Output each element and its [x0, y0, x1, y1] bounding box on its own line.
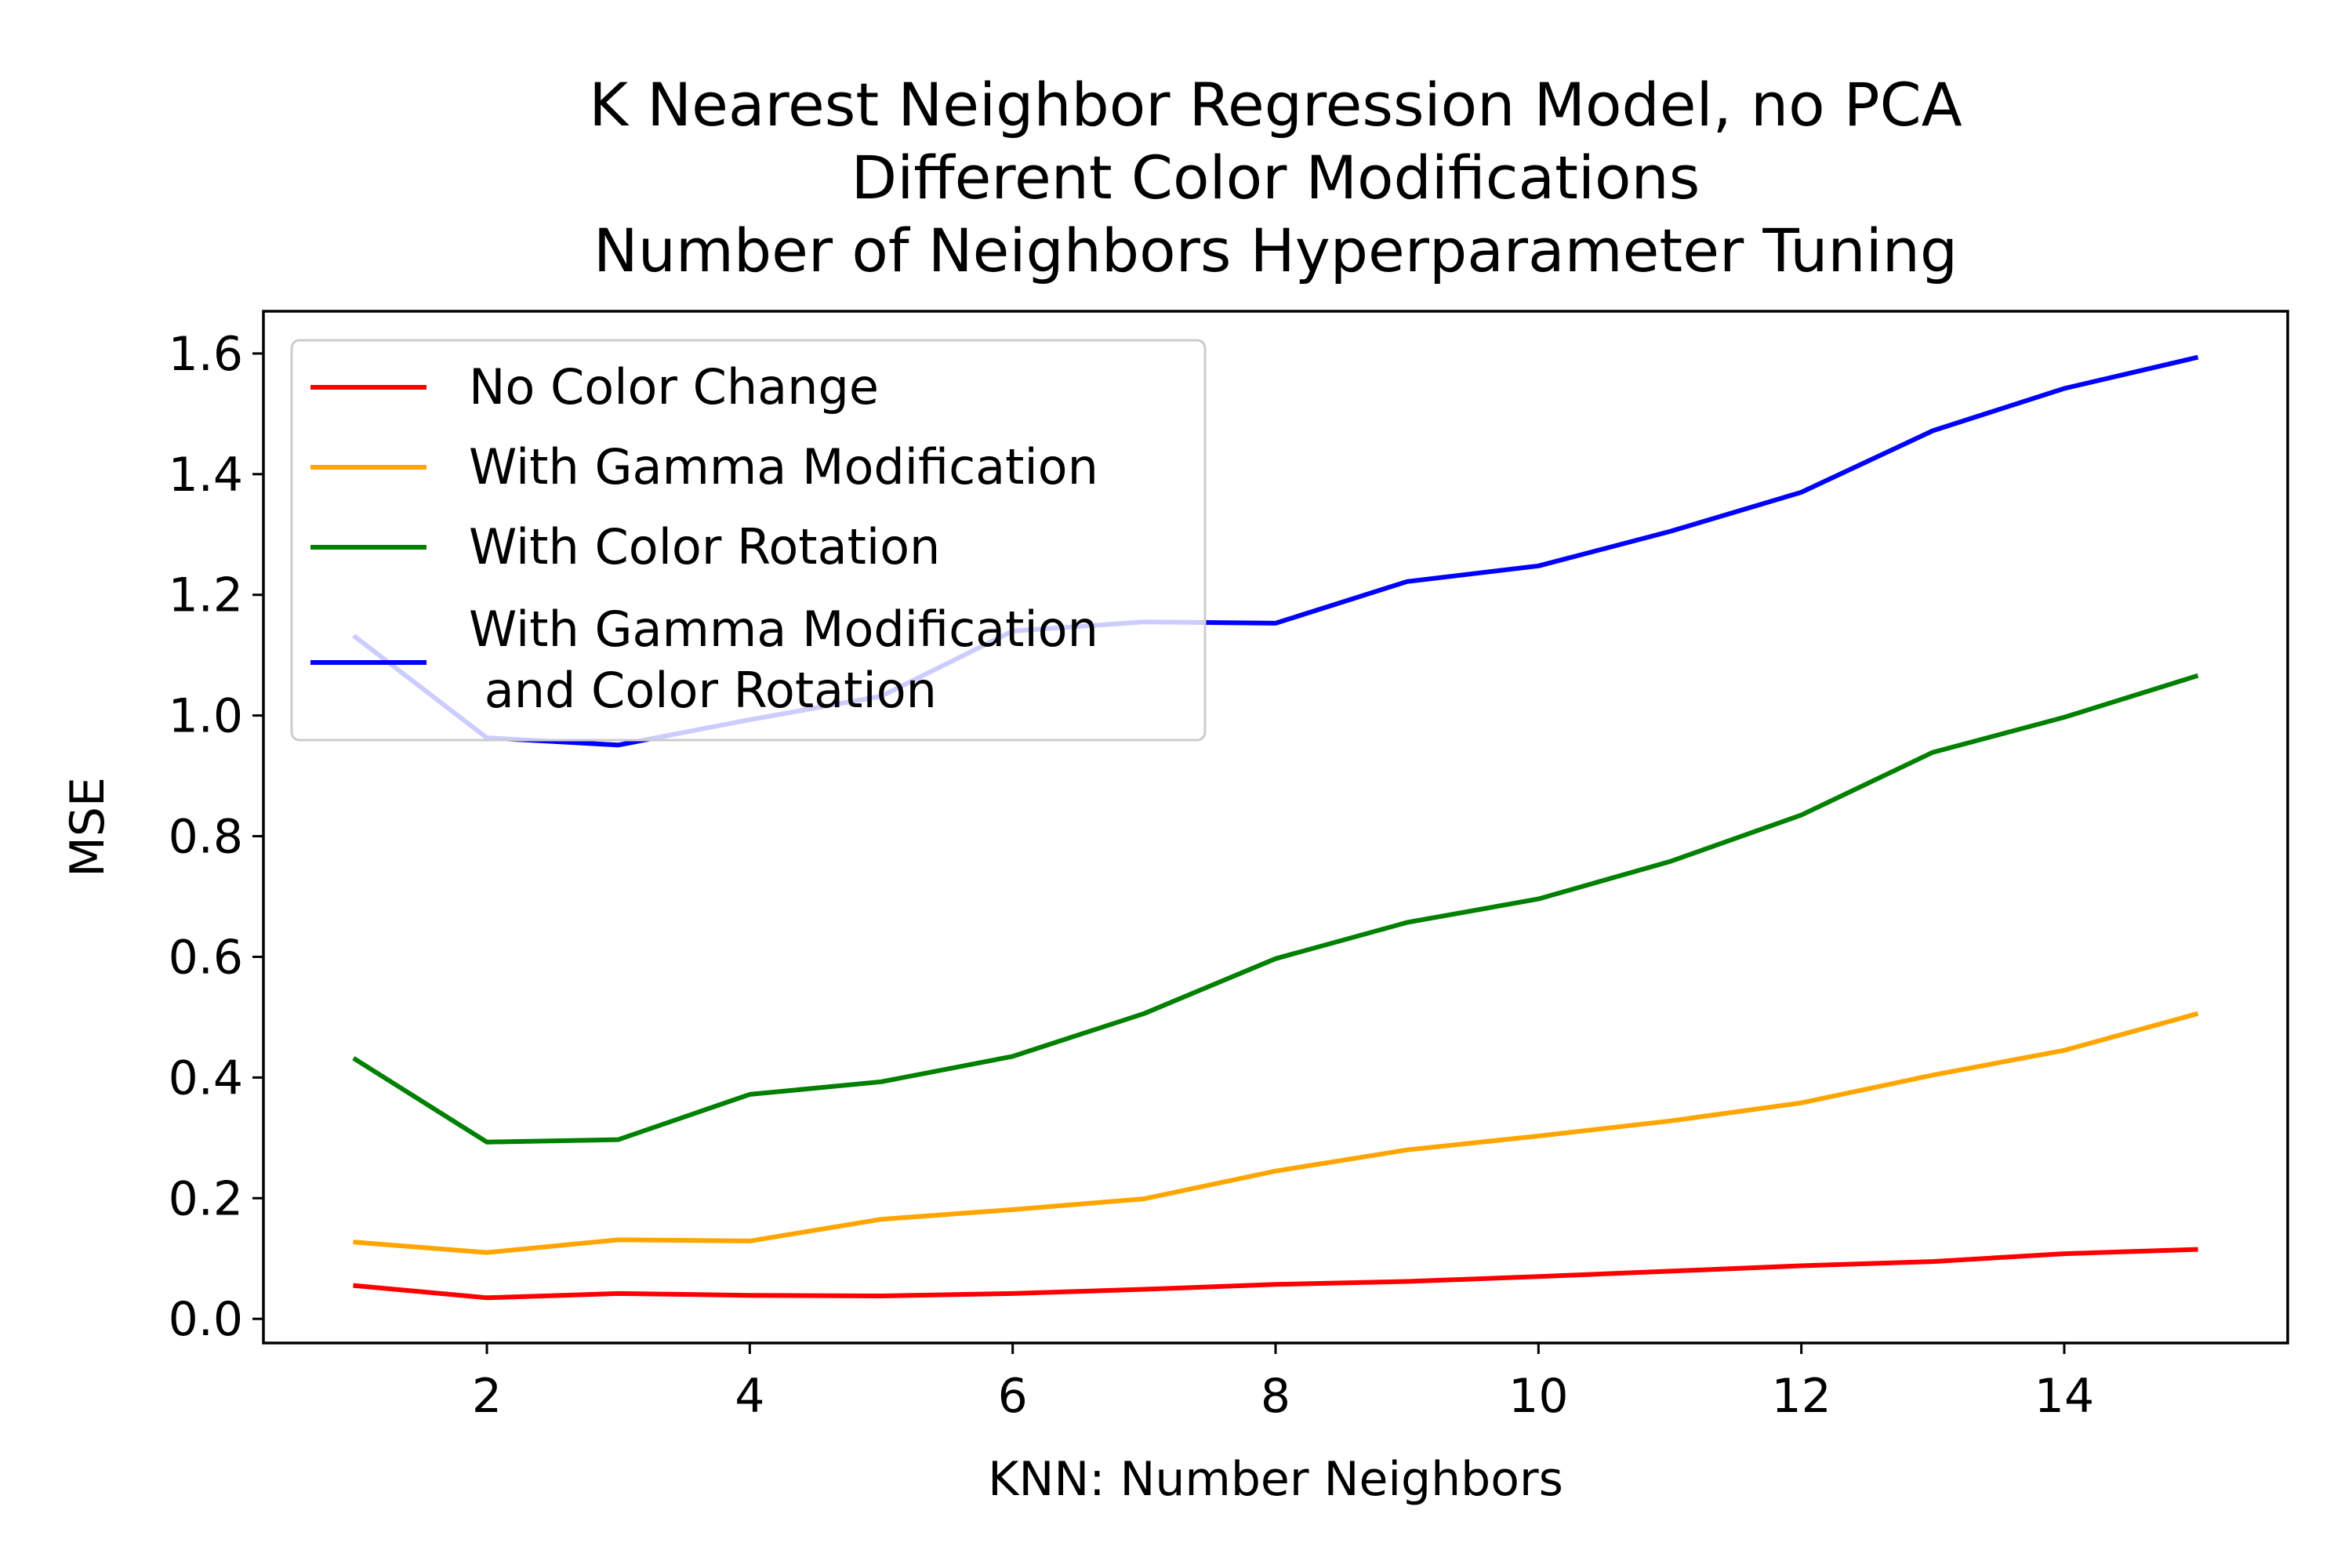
y-tick-label: 0.2: [169, 1171, 243, 1226]
y-tick-label: 0.4: [169, 1051, 243, 1105]
chart-title: K Nearest Neighbor Regression Model, no …: [589, 70, 1962, 285]
legend-label-1: No Color Change: [469, 358, 879, 416]
y-tick-label: 1.4: [169, 448, 243, 503]
series-line-3: [352, 673, 2199, 1145]
y-tick-label: 1.2: [169, 568, 243, 623]
y-tick-label: 1.6: [169, 327, 243, 382]
legend-label-3: With Color Rotation: [469, 518, 940, 575]
y-tick-label: 0.8: [169, 810, 243, 865]
title-line-2: Different Color Modifications: [851, 143, 1700, 212]
x-tick-label: 6: [998, 1369, 1028, 1424]
series-line-1: [353, 1247, 2198, 1301]
y-axis: 0.0 0.2 0.4 0.6 0.8 1.0 1.2 1.4 1.6: [169, 327, 263, 1347]
x-tick-label: 2: [472, 1369, 502, 1424]
legend-label-2: With Gamma Modification: [469, 438, 1098, 495]
legend-label-4-line-1: With Gamma Modification: [469, 601, 1098, 658]
legend-box: [290, 339, 1207, 742]
title-line-1: K Nearest Neighbor Regression Model, no …: [589, 70, 1962, 140]
legend: No Color Change With Gamma Modification Wi…: [290, 339, 1207, 742]
y-tick-label: 0.6: [169, 930, 243, 985]
x-axis-label: KNN: Number Neighbors: [988, 1452, 1563, 1507]
x-tick-label: 8: [1261, 1369, 1290, 1424]
x-tick-label: 14: [2034, 1369, 2094, 1424]
y-tick-label: 0.0: [169, 1292, 243, 1347]
x-axis: 2 4 6 8 10 12 14: [472, 1343, 2094, 1424]
series-line-2: [353, 1011, 2199, 1255]
y-tick-label: 1.0: [169, 689, 243, 744]
title-line-3: Number of Neighbors Hyperparameter Tunin…: [593, 216, 1958, 285]
legend-label-4-line-2: and Color Rotation: [469, 662, 937, 719]
x-tick-label: 4: [735, 1369, 764, 1424]
x-tick-label: 12: [1771, 1369, 1831, 1424]
x-tick-label: 10: [1508, 1369, 1568, 1424]
y-axis-label: MSE: [60, 777, 115, 877]
